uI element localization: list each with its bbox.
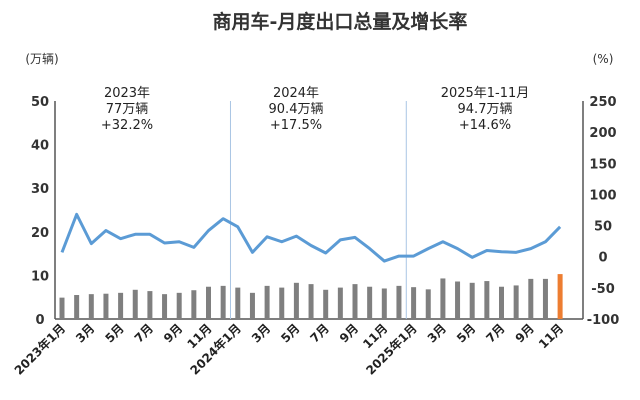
left-tick-label: 20 <box>31 226 49 241</box>
bar <box>103 293 109 319</box>
bar <box>557 274 563 319</box>
bar <box>293 282 299 319</box>
x-tick-label: 3月 <box>73 321 97 345</box>
bar <box>455 281 461 319</box>
bar <box>147 291 153 319</box>
right-tick-label: 0 <box>598 251 607 266</box>
bar <box>132 289 138 319</box>
bar <box>367 286 373 319</box>
x-tick-label: 9月 <box>513 321 537 345</box>
bar <box>484 281 490 319</box>
bar <box>88 294 94 319</box>
bar <box>323 289 329 319</box>
bar <box>396 285 402 319</box>
x-tick-label: 7月 <box>308 321 332 345</box>
x-tick-label: 5月 <box>454 321 478 345</box>
left-axis-unit: (万辆) <box>25 52 58 66</box>
x-tick-label: 2023年1月 <box>11 321 68 378</box>
bar <box>59 297 65 319</box>
bar <box>411 287 417 319</box>
right-tick-label: -50 <box>591 282 615 297</box>
x-tick-label: 5月 <box>102 321 126 345</box>
annotation-text: 2024年 <box>273 86 319 101</box>
bar <box>440 278 446 319</box>
left-tick-label: 40 <box>31 139 49 154</box>
bar <box>206 286 211 319</box>
bar <box>381 288 387 319</box>
left-tick-label: 0 <box>35 313 44 328</box>
x-tick-label: 7月 <box>483 321 507 345</box>
bar <box>249 292 255 319</box>
annotation-text: 94.7万辆 <box>458 102 513 117</box>
bar <box>499 286 504 319</box>
bar <box>118 292 124 319</box>
bar <box>542 278 548 319</box>
x-tick-label: 9月 <box>161 321 185 345</box>
bar <box>425 289 431 319</box>
bar <box>352 284 358 319</box>
bar <box>74 295 80 319</box>
x-tick-label: 3月 <box>425 321 449 345</box>
right-tick-label: 150 <box>589 157 616 172</box>
x-tick-label: 9月 <box>337 321 361 345</box>
right-tick-label: 100 <box>589 188 616 203</box>
annotation-text: +32.2% <box>101 118 153 133</box>
annotation-text: +17.5% <box>270 118 322 133</box>
x-tick-label: 5月 <box>278 321 302 345</box>
right-tick-label: 200 <box>589 126 616 141</box>
right-axis-unit: (%) <box>593 52 614 66</box>
bar <box>264 285 270 319</box>
bar <box>528 278 534 319</box>
right-tick-label: 50 <box>594 220 612 235</box>
bar <box>279 287 285 319</box>
bar <box>176 292 182 319</box>
annotation-text: +14.6% <box>459 118 511 133</box>
left-tick-label: 10 <box>31 269 49 284</box>
bar <box>191 290 197 319</box>
left-tick-label: 50 <box>31 95 49 110</box>
bar <box>220 285 226 319</box>
chart-title: 商用车-月度出口总量及增长率 <box>213 10 468 33</box>
annotation-text: 2025年1-11月 <box>441 86 530 101</box>
left-tick-label: 30 <box>31 182 49 197</box>
x-tick-label: 11月 <box>536 321 566 351</box>
growth-line <box>60 212 562 263</box>
x-tick-label: 3月 <box>249 321 273 345</box>
bar <box>235 287 241 319</box>
right-tick-label: 250 <box>589 95 616 110</box>
right-tick-label: -100 <box>587 313 620 328</box>
annotation-text: 2023年 <box>104 86 150 101</box>
annotation-text: 77万辆 <box>106 102 149 117</box>
bar <box>162 294 168 319</box>
x-tick-label: 7月 <box>132 321 156 345</box>
bar <box>513 285 519 319</box>
annotation-text: 90.4万辆 <box>269 102 324 117</box>
bar <box>337 287 343 319</box>
bar <box>469 282 475 319</box>
bar <box>308 284 314 319</box>
